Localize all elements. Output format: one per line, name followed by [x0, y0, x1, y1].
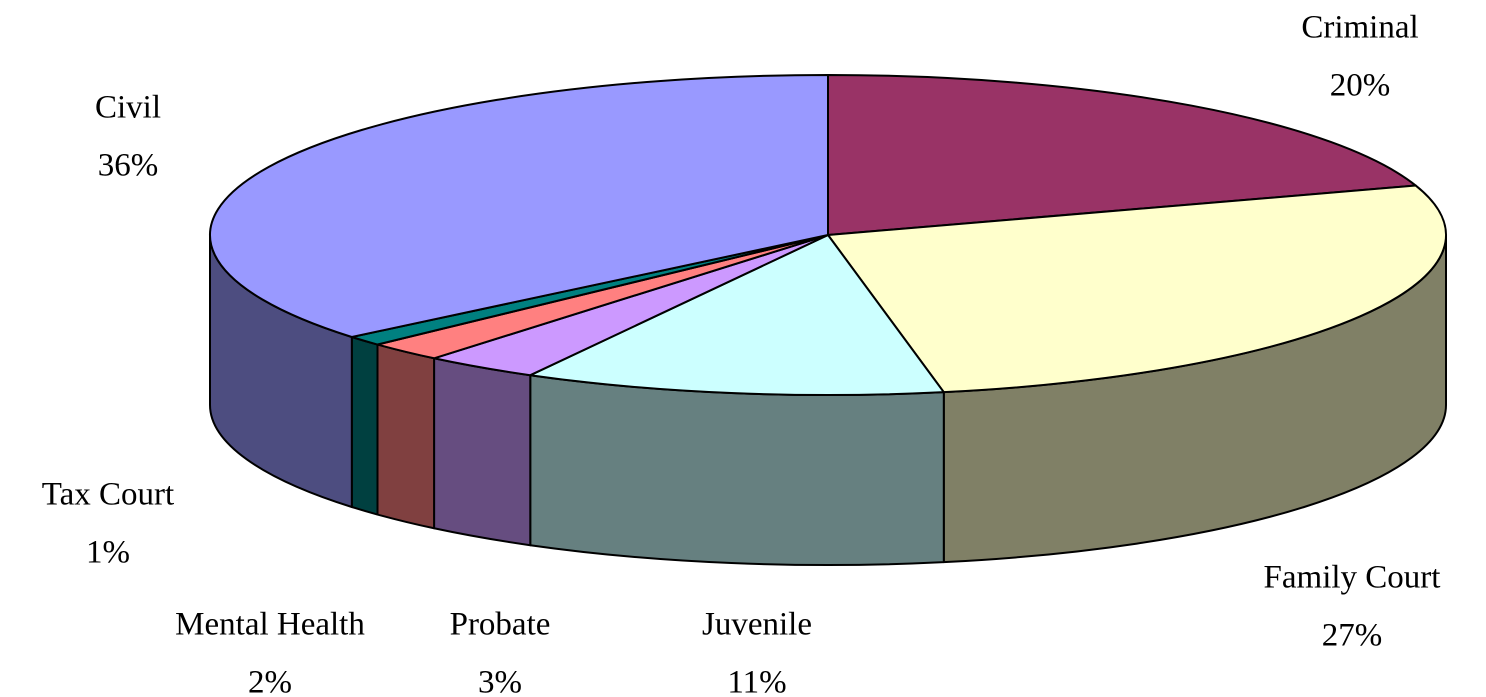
slice — [827, 184, 1447, 394]
slice — [209, 74, 829, 338]
slice-label: Criminal — [1301, 10, 1418, 46]
slice-value-label: 11% — [727, 665, 786, 697]
slice-value-label: 1% — [86, 535, 130, 571]
slice-value-label: 20% — [1330, 68, 1391, 104]
slice-side — [529, 374, 945, 566]
slice-label: Family Court — [1264, 560, 1441, 596]
pie-sides — [209, 234, 1447, 566]
pie-tops — [209, 74, 1447, 396]
slice-label: Juvenile — [702, 607, 812, 643]
slice-side — [433, 357, 532, 547]
slice-value-label: 36% — [98, 148, 159, 184]
slice-side — [350, 335, 379, 516]
slice-label: Mental Health — [175, 607, 365, 643]
slice-side — [376, 343, 436, 530]
slice — [529, 234, 945, 396]
slice-value-label: 2% — [248, 665, 292, 697]
slice-label: Probate — [450, 607, 551, 643]
slice-label: Civil — [95, 90, 161, 126]
slice — [827, 74, 1417, 236]
slice-label: Tax Court — [42, 477, 174, 513]
slice-value-label: 27% — [1322, 618, 1383, 654]
slice-value-label: 3% — [478, 665, 522, 697]
